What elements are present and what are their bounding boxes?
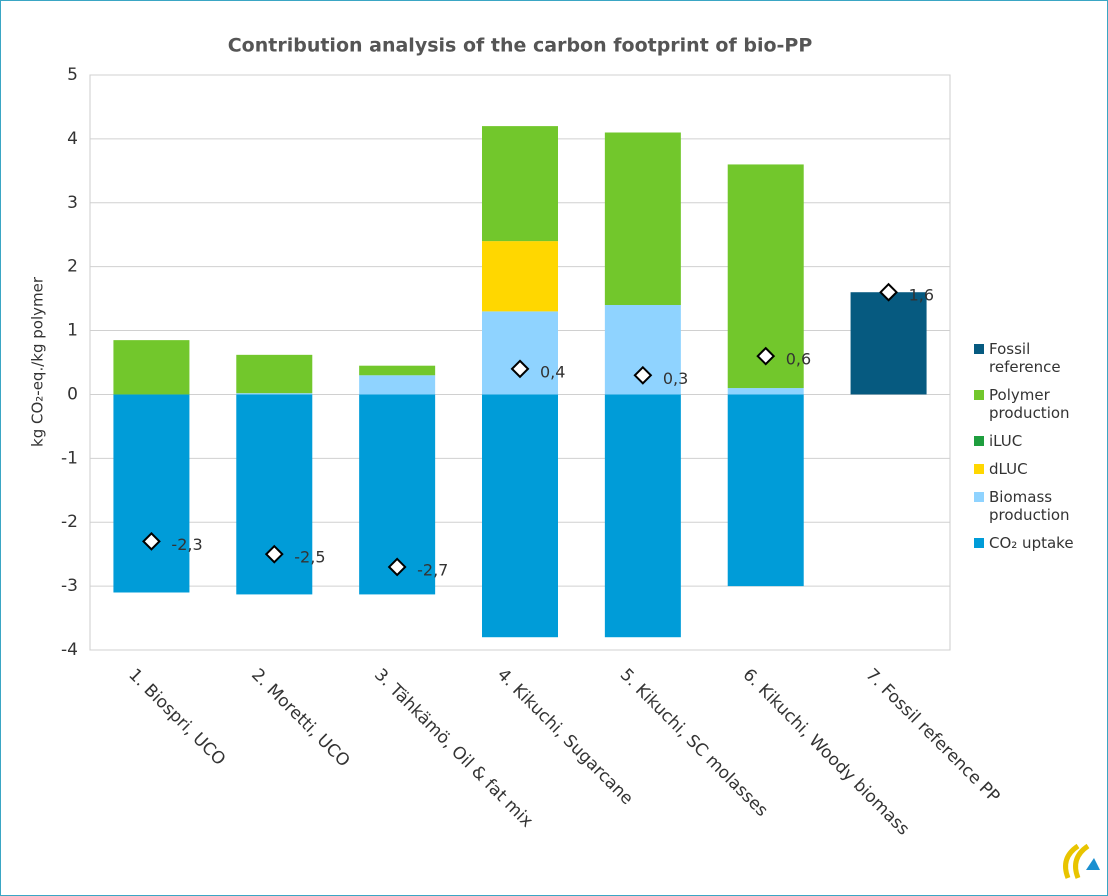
y-tick-label: 2 <box>67 257 78 277</box>
legend-item: CO₂ uptake <box>974 534 1104 552</box>
bar-segment <box>482 311 558 395</box>
net-marker <box>142 531 161 551</box>
bar-segment <box>604 132 681 305</box>
legend-swatch <box>974 390 984 400</box>
bar-segment <box>604 394 681 638</box>
legend-item: iLUC <box>974 432 1104 450</box>
y-tick-label: -4 <box>61 640 78 660</box>
data-label: 0,3 <box>663 369 688 388</box>
x-tick-label: 7. Fossil reference PP <box>862 665 1004 807</box>
bar-segment <box>482 126 558 242</box>
bar-segment <box>359 375 436 395</box>
data-label: -2,5 <box>294 548 325 567</box>
bar-segment <box>482 394 558 638</box>
x-tick-label: 2. Moretti, UCO <box>247 665 353 771</box>
bar-segment <box>236 354 313 394</box>
y-tick-label: 3 <box>67 193 78 213</box>
y-axis-label: kg CO₂-eq./kg polymer <box>29 276 47 447</box>
legend-item: Biomass production <box>974 488 1104 524</box>
data-label: 0,4 <box>540 362 565 381</box>
bar-segment <box>727 394 804 587</box>
y-tick-label: -2 <box>61 512 78 532</box>
logo <box>1063 843 1100 879</box>
net-marker <box>633 365 653 385</box>
y-tick-label: 0 <box>67 384 78 404</box>
legend-label: dLUC <box>989 460 1028 478</box>
y-tick-label: -1 <box>61 448 78 468</box>
bar-segment <box>850 292 927 395</box>
net-marker <box>879 282 898 302</box>
legend-item: dLUC <box>974 460 1104 478</box>
bar-segment <box>113 394 190 593</box>
bar-segment <box>482 241 558 312</box>
legend-label: Polymer production <box>989 386 1070 422</box>
net-marker <box>510 359 530 379</box>
legend-label: Biomass production <box>989 488 1070 524</box>
net-marker <box>264 544 284 564</box>
legend: Fossil reference Polymer production iLUC dL… <box>974 340 1104 562</box>
legend-swatch <box>974 538 984 548</box>
chart-title: Contribution analysis of the carbon foot… <box>228 35 813 57</box>
bar-segment <box>113 340 190 395</box>
y-tick-label: 5 <box>67 65 78 85</box>
data-label: -2,3 <box>171 535 202 554</box>
legend-swatch <box>974 492 984 502</box>
bar-segment <box>236 393 313 395</box>
data-label: -2,7 <box>417 560 448 579</box>
legend-item: Polymer production <box>974 386 1104 422</box>
y-tick-label: -3 <box>61 576 78 596</box>
bar-segment <box>727 388 804 395</box>
bar-segment <box>359 365 436 376</box>
legend-swatch <box>974 436 984 446</box>
legend-swatch <box>974 464 984 474</box>
legend-label: CO₂ uptake <box>989 534 1074 552</box>
net-marker <box>756 346 776 366</box>
x-tick-label: 4. Kikuchi, Sugarcane <box>493 665 637 809</box>
y-tick-label: 4 <box>67 129 78 149</box>
net-marker <box>387 557 407 577</box>
legend-label: iLUC <box>989 432 1023 450</box>
data-label: 0,6 <box>786 350 811 369</box>
legend-label: Fossil reference <box>989 340 1061 376</box>
data-label: 1,6 <box>909 286 934 305</box>
x-tick-label: 1. Biospri, UCO <box>124 665 229 770</box>
y-tick-label: 1 <box>67 321 78 341</box>
legend-swatch <box>974 344 984 354</box>
legend-item: Fossil reference <box>974 340 1104 376</box>
